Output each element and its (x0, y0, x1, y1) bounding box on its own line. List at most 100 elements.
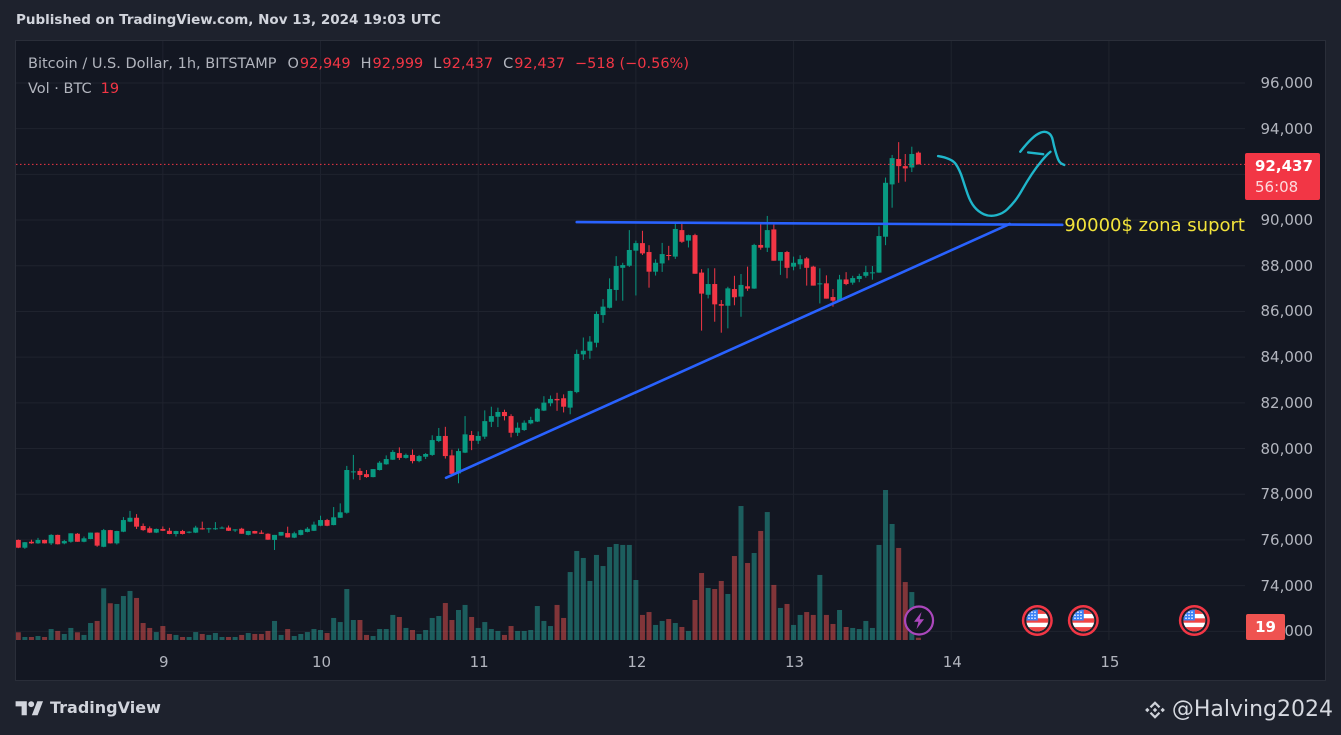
volume-bar (856, 629, 862, 640)
candle-body (94, 532, 100, 546)
volume-bar (462, 604, 468, 640)
candle-body (232, 529, 238, 531)
candle-body (607, 289, 613, 308)
candle-body (764, 230, 770, 248)
us-flag-event-icon[interactable] (1067, 605, 1099, 636)
volume-bar (659, 620, 665, 640)
volume-bar (199, 633, 205, 640)
ascending-trend-line[interactable] (444, 222, 1012, 480)
candle-body (42, 539, 48, 544)
volume-bar (140, 623, 146, 640)
volume-bar (607, 546, 613, 640)
candle (909, 146, 915, 173)
freehand-projection-stroke[interactable] (1026, 151, 1045, 156)
volume-bar (823, 614, 829, 640)
candle-body (134, 517, 140, 527)
candle (797, 255, 803, 270)
candle-body (140, 525, 146, 531)
candle-body (252, 531, 258, 534)
bar-countdown: 56:08 (1255, 177, 1299, 196)
price-axis-label: 86,000 (1260, 302, 1314, 321)
candle (101, 528, 107, 548)
candle (528, 416, 534, 425)
support-horizontal-line[interactable] (575, 220, 1064, 227)
candle-body (226, 527, 232, 531)
candle (561, 394, 567, 413)
candle (364, 470, 370, 478)
candle (915, 151, 921, 165)
close-label: C (503, 56, 514, 72)
volume-bar (219, 636, 225, 640)
user-drawings[interactable] (444, 130, 1066, 480)
volume-bar (679, 626, 685, 640)
volume-bar (455, 610, 461, 640)
candle (206, 527, 212, 533)
candle-body (528, 419, 534, 424)
us-flag-event-icon[interactable] (1021, 605, 1053, 636)
candle (160, 526, 166, 532)
volume-bar (758, 530, 764, 640)
price-axis-label: 76,000 (1260, 530, 1314, 549)
volume-bar (863, 620, 869, 640)
candle-body (699, 272, 705, 294)
volume-bar (153, 632, 159, 640)
candle-body (620, 265, 626, 268)
last-price-value: 92,437 (1255, 156, 1313, 175)
candle (725, 286, 731, 329)
candle-body (547, 398, 553, 404)
freehand-projection-stroke[interactable] (936, 150, 1052, 218)
candle (114, 530, 120, 545)
candle (455, 448, 461, 484)
candle (607, 278, 613, 309)
candle-body (534, 408, 540, 422)
candle-body (160, 528, 166, 531)
volume-bar (672, 623, 678, 640)
volume-bar (777, 607, 783, 640)
candle-body (475, 435, 481, 441)
volume-bar (377, 629, 383, 640)
candle-body (856, 276, 862, 279)
volume-bar (843, 626, 849, 640)
lightning-event-icon[interactable] (903, 605, 935, 636)
tradingview-brand[interactable]: TradingView (50, 698, 161, 717)
candle-body (107, 530, 113, 544)
candle (567, 390, 573, 415)
volume-bar (482, 622, 488, 640)
volume-bar (600, 566, 606, 640)
volume-badge: 19 (1246, 614, 1285, 640)
us-flag-event-icon[interactable] (1178, 605, 1210, 636)
candle (134, 514, 140, 529)
candle (679, 221, 685, 243)
volume-bar (252, 633, 258, 640)
volume-bar (88, 623, 94, 640)
candle (620, 262, 626, 301)
symbol-title[interactable]: Bitcoin / U.S. Dollar, 1h, BITSTAMP (28, 56, 277, 72)
support-zone-label[interactable]: 90000$ zona suport (1064, 215, 1245, 237)
volume-bar (193, 632, 199, 640)
volume-bar (515, 630, 521, 640)
price-axis-label: 74,000 (1260, 576, 1314, 595)
volume-bar (797, 614, 803, 640)
volume-bar (114, 603, 120, 640)
candle (482, 410, 488, 439)
candle (61, 539, 67, 545)
candle-body (915, 152, 921, 165)
time-axis-label: 11 (469, 653, 489, 671)
candle-body (784, 252, 790, 268)
high-value: 92,999 (372, 56, 424, 72)
candle (685, 234, 691, 248)
volume-bar (410, 630, 415, 640)
volume-bar (265, 630, 271, 640)
candle (416, 454, 422, 463)
freehand-projection-stroke[interactable] (1019, 130, 1066, 167)
candle-body (666, 255, 672, 257)
volume-bar (232, 636, 238, 640)
candle-body (22, 542, 28, 548)
volume-label[interactable]: Vol · BTC (28, 81, 92, 97)
candle (639, 230, 645, 256)
volume-bar (469, 616, 475, 640)
candle-body (265, 533, 271, 540)
time-axis-label: 9 (159, 653, 169, 671)
tradingview-logo-icon[interactable] (15, 700, 45, 716)
